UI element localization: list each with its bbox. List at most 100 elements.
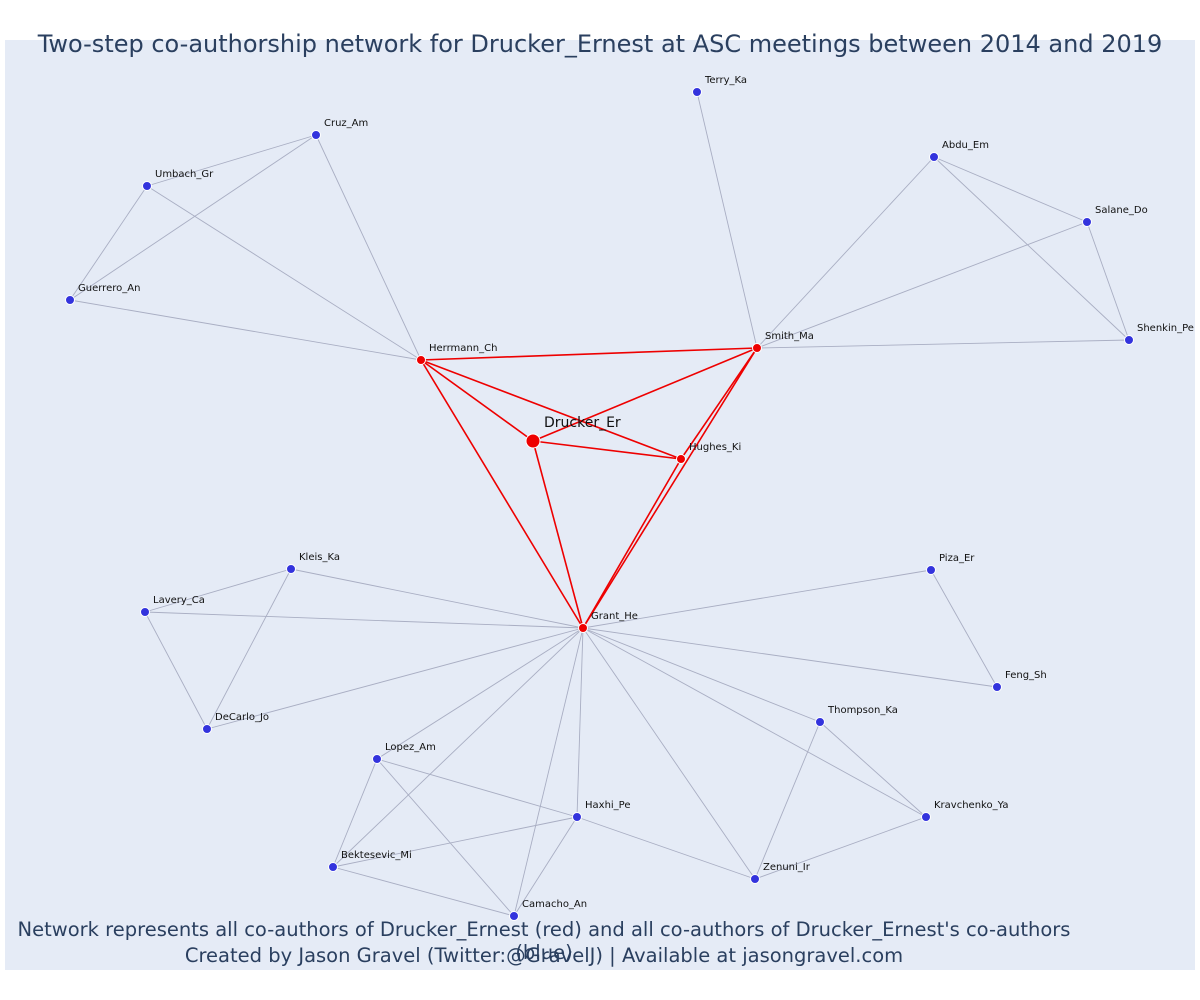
edge-Haxhi_Pe-Bektesevic_Mi xyxy=(332,816,578,868)
plot-area xyxy=(5,40,1195,970)
edge-Abdu_Em-Shenkin_Pe xyxy=(933,156,1130,341)
node-label-Abdu_Em: Abdu_Em xyxy=(942,140,989,151)
edge-Abdu_Em-Salane_Do xyxy=(933,156,1088,223)
edge-Hughes_Ki-Grant_He xyxy=(582,458,682,629)
edge-Cruz_Am-Umbach_Gr xyxy=(146,134,317,187)
edge-Grant_He-Kravchenko_Ya xyxy=(582,627,927,818)
node-label-Shenkin_Pe: Shenkin_Pe xyxy=(1137,323,1194,334)
edge-Cruz_Am-Guerrero_An xyxy=(69,134,317,301)
node-Kravchenko_Ya[interactable] xyxy=(921,812,931,822)
edge-Grant_He-Bektesevic_Mi xyxy=(332,627,584,868)
edge-Smith_Ma-Abdu_Em xyxy=(756,156,935,349)
node-label-Haxhi_Pe: Haxhi_Pe xyxy=(585,800,631,811)
node-Smith_Ma[interactable] xyxy=(752,343,762,353)
node-Drucker_Er[interactable] xyxy=(525,433,541,449)
node-label-Guerrero_An: Guerrero_An xyxy=(78,283,140,294)
edge-Smith_Ma-Shenkin_Pe xyxy=(756,339,1130,349)
edge-Smith_Ma-Terry_Ka xyxy=(696,91,758,349)
node-Salane_Do[interactable] xyxy=(1082,217,1092,227)
node-label-Drucker_Er: Drucker_Er xyxy=(544,415,621,431)
node-label-Hughes_Ki: Hughes_Ki xyxy=(689,442,741,453)
edge-Drucker_Er-Smith_Ma xyxy=(532,347,758,442)
edge-Herrmann_Ch-Guerrero_An xyxy=(69,299,422,361)
node-Lopez_Am[interactable] xyxy=(372,754,382,764)
node-label-DeCarlo_Jo: DeCarlo_Jo xyxy=(215,712,269,723)
node-label-Lavery_Ca: Lavery_Ca xyxy=(153,595,205,606)
edge-Salane_Do-Shenkin_Pe xyxy=(1086,221,1130,341)
edge-Kleis_Ka-Lavery_Ca xyxy=(144,568,292,613)
edge-Smith_Ma-Salane_Do xyxy=(756,221,1088,349)
node-label-Piza_Er: Piza_Er xyxy=(939,553,975,564)
edge-Lopez_Am-Bektesevic_Mi xyxy=(332,758,378,868)
node-label-Lopez_Am: Lopez_Am xyxy=(385,742,436,753)
edge-Drucker_Er-Herrmann_Ch xyxy=(420,359,534,442)
node-label-Thompson_Ka: Thompson_Ka xyxy=(827,705,898,716)
node-Herrmann_Ch[interactable] xyxy=(416,355,426,365)
node-label-Kravchenko_Ya: Kravchenko_Ya xyxy=(934,800,1008,811)
edge-Grant_He-Kleis_Ka xyxy=(290,568,584,629)
node-label-Umbach_Gr: Umbach_Gr xyxy=(155,169,214,180)
node-label-Zenuni_Ir: Zenuni_Ir xyxy=(763,862,811,873)
edge-Grant_He-Zenuni_Ir xyxy=(582,627,756,880)
edges-layer xyxy=(69,91,1130,917)
node-Cruz_Am[interactable] xyxy=(311,130,321,140)
node-label-Camacho_An: Camacho_An xyxy=(522,899,587,910)
node-label-Feng_Sh: Feng_Sh xyxy=(1005,670,1047,681)
node-Camacho_An[interactable] xyxy=(509,911,519,921)
edge-Grant_He-Thompson_Ka xyxy=(582,627,821,723)
edge-Grant_He-Camacho_An xyxy=(513,627,584,917)
node-DeCarlo_Jo[interactable] xyxy=(202,724,212,734)
chart-title: Two-step co-authorship network for Druck… xyxy=(37,30,1163,58)
node-Kleis_Ka[interactable] xyxy=(286,564,296,574)
edge-Smith_Ma-Grant_He xyxy=(582,347,758,629)
node-Piza_Er[interactable] xyxy=(926,565,936,575)
edge-Smith_Ma-Hughes_Ki xyxy=(680,347,758,460)
edge-Lopez_Am-Camacho_An xyxy=(376,758,515,917)
node-Hughes_Ki[interactable] xyxy=(676,454,686,464)
edge-Lopez_Am-Haxhi_Pe xyxy=(376,758,578,818)
edge-Drucker_Er-Grant_He xyxy=(532,440,584,629)
edge-Kleis_Ka-DeCarlo_Jo xyxy=(206,568,292,730)
node-label-Cruz_Am: Cruz_Am xyxy=(324,118,368,129)
edge-Kravchenko_Ya-Zenuni_Ir xyxy=(754,816,927,880)
edge-Piza_Er-Feng_Sh xyxy=(930,569,998,688)
edge-Herrmann_Ch-Umbach_Gr xyxy=(146,185,422,361)
edge-Lavery_Ca-DeCarlo_Jo xyxy=(144,611,208,730)
node-label-Terry_Ka: Terry_Ka xyxy=(704,75,747,86)
node-label-Kleis_Ka: Kleis_Ka xyxy=(299,552,340,563)
nodes-layer xyxy=(65,87,1134,921)
edge-Drucker_Er-Hughes_Ki xyxy=(532,440,682,460)
edge-Grant_He-Piza_Er xyxy=(582,569,932,629)
node-label-Salane_Do: Salane_Do xyxy=(1095,205,1148,216)
edge-Haxhi_Pe-Camacho_An xyxy=(513,816,578,917)
labels-layer: Drucker_Er Herrmann_Ch Smith_Ma Hughes_Ki Gr… xyxy=(78,75,1194,910)
node-label-Bektesevic_Mi: Bektesevic_Mi xyxy=(341,850,412,861)
node-Shenkin_Pe[interactable] xyxy=(1124,335,1134,345)
node-Umbach_Gr[interactable] xyxy=(142,181,152,191)
edge-Grant_He-Lavery_Ca xyxy=(144,611,584,629)
edge-Grant_He-Lopez_Am xyxy=(376,627,584,760)
edge-Thompson_Ka-Zenuni_Ir xyxy=(754,721,821,880)
node-Grant_He[interactable] xyxy=(578,623,588,633)
node-Bektesevic_Mi[interactable] xyxy=(328,862,338,872)
node-Haxhi_Pe[interactable] xyxy=(572,812,582,822)
node-label-Grant_He: Grant_He xyxy=(591,611,638,622)
edge-Umbach_Gr-Guerrero_An xyxy=(69,185,148,301)
node-Zenuni_Ir[interactable] xyxy=(750,874,760,884)
edge-Bektesevic_Mi-Camacho_An xyxy=(332,866,515,917)
node-Abdu_Em[interactable] xyxy=(929,152,939,162)
edge-Grant_He-Haxhi_Pe xyxy=(576,627,584,818)
edge-Herrmann_Ch-Smith_Ma xyxy=(420,347,758,361)
node-Terry_Ka[interactable] xyxy=(692,87,702,97)
node-Lavery_Ca[interactable] xyxy=(140,607,150,617)
node-Feng_Sh[interactable] xyxy=(992,682,1002,692)
node-Guerrero_An[interactable] xyxy=(65,295,75,305)
edge-Grant_He-Feng_Sh xyxy=(582,627,998,688)
edge-Herrmann_Ch-Hughes_Ki xyxy=(420,359,682,460)
edge-Haxhi_Pe-Zenuni_Ir xyxy=(576,816,756,880)
edge-Thompson_Ka-Kravchenko_Ya xyxy=(819,721,927,818)
node-Thompson_Ka[interactable] xyxy=(815,717,825,727)
footer-description: Network represents all co-authors of Dru… xyxy=(17,918,1071,964)
footer-credit: Created by Jason Gravel (Twitter:@Gravel… xyxy=(184,944,904,967)
